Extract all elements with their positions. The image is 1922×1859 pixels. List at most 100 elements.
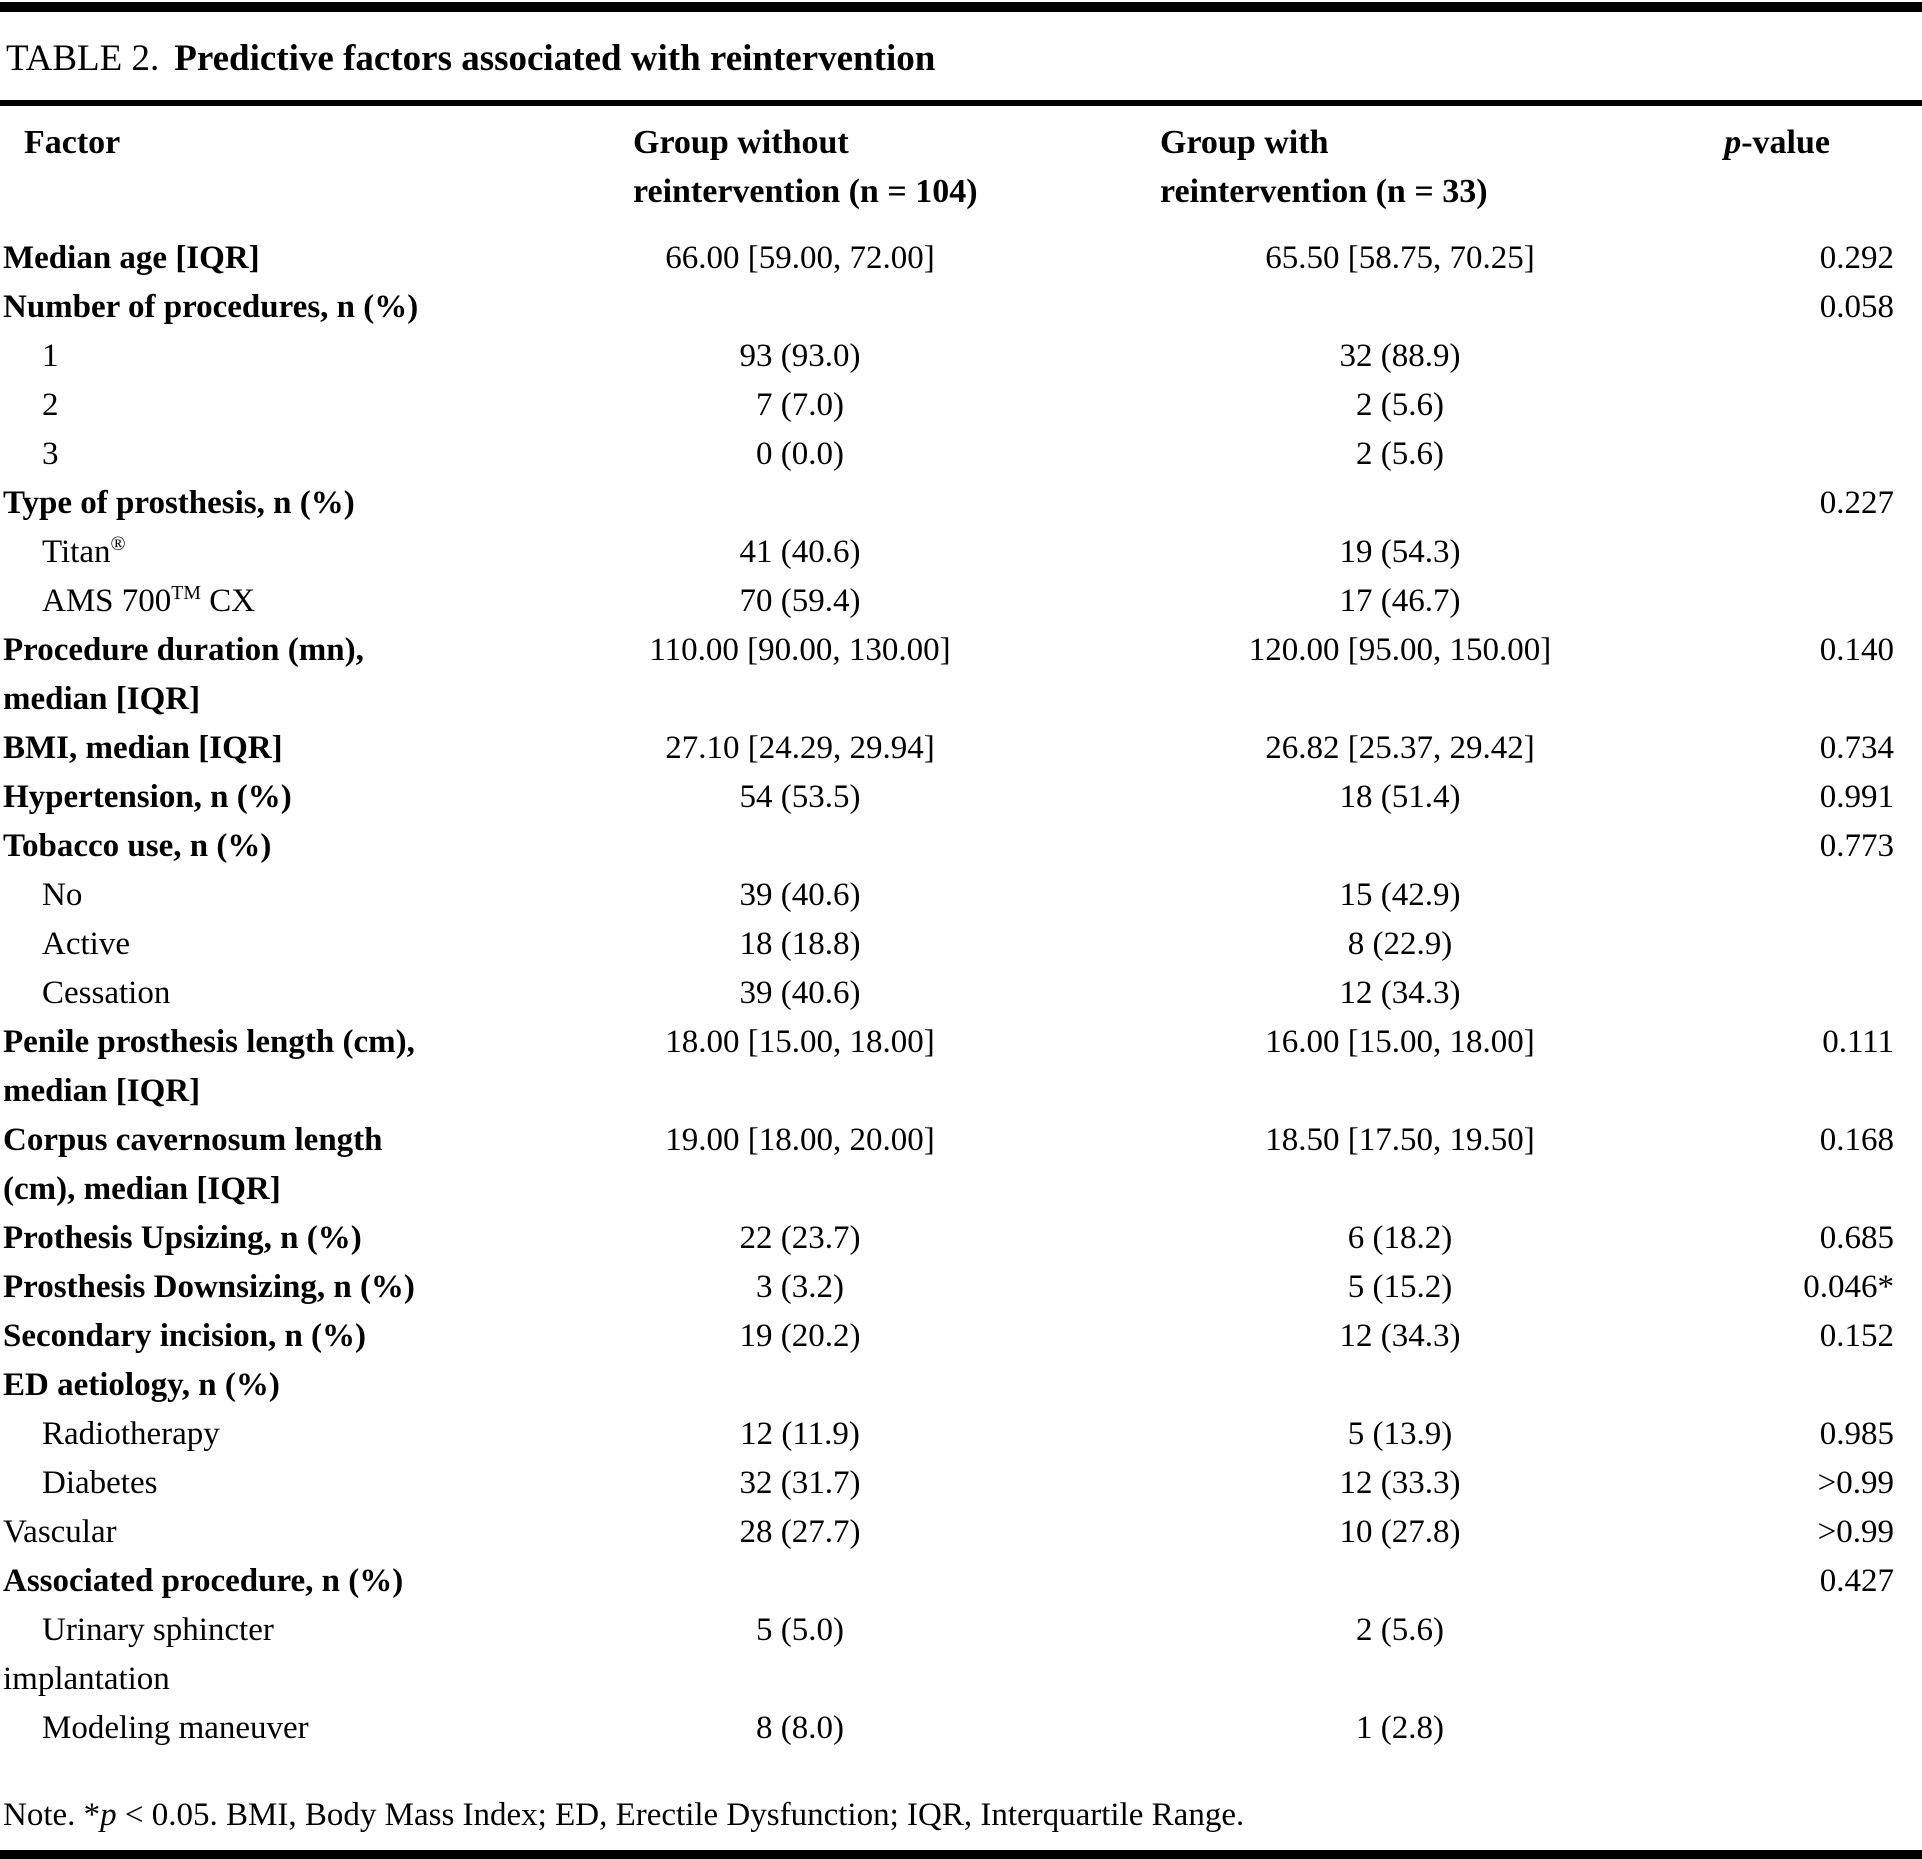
group-without-cell: 41 (40.6) (739, 534, 861, 570)
factor-cell: Procedure duration (mn), median [IQR] (0, 626, 633, 724)
header-line: Group without (633, 124, 849, 161)
table-row: Number of procedures, n (%) 0.058 (0, 283, 1922, 332)
factor-label-line: Radiotherapy (42, 1416, 220, 1452)
table-row: Procedure duration (mn), median [IQR] 110.… (0, 626, 1922, 724)
pvalue-cell: 0.152 (1819, 1318, 1894, 1354)
factor-label-line: Procedure duration (mn), (3, 632, 364, 668)
table-row: Cessation 39 (40.6) 12 (34.3) (0, 969, 1922, 1018)
group-with-cell: 65.50 [58.75, 70.25] (1265, 240, 1535, 276)
header-line: reintervention (n = 33) (1160, 173, 1488, 210)
factor-label-line: Diabetes (42, 1465, 158, 1501)
table-row: Modeling maneuver 8 (8.0) 1 (2.8) (0, 1704, 1922, 1753)
table-row: Associated procedure, n (%) 0.427 (0, 1557, 1922, 1606)
group-without-cell: 110.00 [90.00, 130.00] (649, 632, 951, 668)
pvalue-cell (1640, 871, 1922, 920)
group-without-cell: 18.00 [15.00, 18.00] (665, 1024, 935, 1060)
factor-label-line: BMI, median [IQR] (3, 730, 283, 766)
pvalue-cell (1640, 577, 1922, 626)
pvalue-cell: 0.773 (1819, 828, 1894, 864)
note-italic-p: p (100, 1797, 117, 1833)
group-with-cell (1160, 1361, 1640, 1410)
factor-label-line: Prosthesis Downsizing, n (%) (3, 1269, 415, 1305)
group-without-cell: 22 (23.7) (739, 1220, 861, 1256)
factor-label-line: 3 (42, 436, 59, 472)
group-with-cell: 32 (88.9) (1339, 338, 1461, 374)
factor-label-line: median [IQR] (3, 1073, 201, 1109)
group-without-cell: 19 (20.2) (739, 1318, 861, 1354)
factor-label-line: Penile prosthesis length (cm), (3, 1024, 415, 1060)
table-row: 1 93 (93.0) 32 (88.9) (0, 332, 1922, 381)
group-with-cell: 5 (13.9) (1347, 1416, 1453, 1452)
factor-label-line: Modeling maneuver (42, 1710, 309, 1746)
group-without-cell: 54 (53.5) (739, 779, 861, 815)
pvalue-cell (1640, 969, 1922, 1018)
factor-cell: ED aetiology, n (%) (0, 1361, 633, 1410)
group-without-cell: 66.00 [59.00, 72.00] (665, 240, 935, 276)
group-with-cell: 120.00 [95.00, 150.00] (1248, 632, 1552, 668)
group-without-cell: 5 (5.0) (756, 1612, 844, 1648)
group-without-cell (633, 283, 1160, 332)
top-rule (0, 2, 1922, 12)
factor-cell: Diabetes (0, 1459, 633, 1508)
group-with-cell: 15 (42.9) (1339, 877, 1461, 913)
pvalue-cell: 0.734 (1819, 730, 1894, 766)
factor-label-line: Number of procedures, n (%) (3, 289, 419, 325)
pvalue-cell (1640, 1606, 1922, 1704)
group-with-cell: 10 (27.8) (1339, 1514, 1461, 1550)
factor-cell: Tobacco use, n (%) (0, 822, 633, 871)
factor-label-line: Type of prosthesis, n (%) (3, 485, 355, 521)
col-header-group-without: Group without reintervention (n = 104) (633, 106, 1160, 234)
header-line: Group with (1160, 124, 1329, 161)
factor-label-line: Titan® (42, 533, 126, 570)
factor-cell: Active (0, 920, 633, 969)
group-without-cell: 7 (7.0) (756, 387, 844, 423)
group-without-cell (633, 479, 1160, 528)
col-header-group-with: Group with reintervention (n = 33) (1160, 106, 1640, 234)
group-with-cell: 16.00 [15.00, 18.00] (1265, 1024, 1535, 1060)
factor-cell: BMI, median [IQR] (0, 724, 633, 773)
group-without-cell: 39 (40.6) (739, 975, 861, 1011)
pvalue-cell: >0.99 (1817, 1465, 1894, 1501)
table-note: Note. *p < 0.05. BMI, Body Mass Index; E… (0, 1793, 1922, 1837)
factor-cell: AMS 700TM CX (0, 577, 633, 626)
table-caption: Predictive factors associated with reint… (174, 38, 936, 79)
factor-cell: Prosthesis Downsizing, n (%) (0, 1263, 633, 1312)
group-without-cell (633, 822, 1160, 871)
table-row: Penile prosthesis length (cm), median [IQ… (0, 1018, 1922, 1116)
factor-label-line: (cm), median [IQR] (3, 1171, 281, 1207)
group-with-cell: 6 (18.2) (1347, 1220, 1453, 1256)
factor-label-line: No (42, 877, 83, 913)
factor-cell: Titan® (0, 528, 633, 577)
factor-cell: Number of procedures, n (%) (0, 283, 633, 332)
factor-label-line: implantation (3, 1661, 170, 1697)
pvalue-cell: 0.058 (1819, 289, 1894, 325)
factor-label-line: Hypertension, n (%) (3, 779, 292, 815)
pvalue-cell (1640, 1704, 1922, 1753)
table-number: TABLE 2. (6, 38, 160, 79)
factor-label-line: Cessation (42, 975, 171, 1011)
factor-label-line: Active (42, 926, 130, 962)
table-row: Tobacco use, n (%) 0.773 (0, 822, 1922, 871)
pvalue-cell: 0.292 (1819, 240, 1894, 276)
pvalue-cell (1640, 528, 1922, 577)
factor-label-line: 2 (42, 387, 59, 423)
group-with-cell: 26.82 [25.37, 29.42] (1265, 730, 1535, 766)
pvalue-cell: 0.111 (1822, 1024, 1894, 1060)
factor-cell: Associated procedure, n (%) (0, 1557, 633, 1606)
group-without-cell: 12 (11.9) (740, 1416, 860, 1452)
group-with-cell (1160, 822, 1640, 871)
pvalue-cell: 0.427 (1819, 1563, 1894, 1599)
pvalue-cell (1640, 1361, 1922, 1410)
group-with-cell: 1 (2.8) (1356, 1710, 1444, 1746)
group-with-cell (1160, 283, 1640, 332)
bottom-rule (0, 1850, 1922, 1859)
group-with-cell: 2 (5.6) (1356, 1612, 1444, 1648)
factor-cell: Median age [IQR] (0, 234, 633, 283)
group-with-cell: 18 (51.4) (1339, 779, 1461, 815)
group-with-cell (1160, 479, 1640, 528)
factor-cell: Corpus cavernosum length (cm), median [IQ… (0, 1116, 633, 1214)
trademark-superscript: ® (110, 533, 126, 555)
group-without-cell (633, 1361, 1160, 1410)
group-without-cell: 32 (31.7) (739, 1465, 861, 1501)
group-without-cell: 18 (18.8) (739, 926, 861, 962)
